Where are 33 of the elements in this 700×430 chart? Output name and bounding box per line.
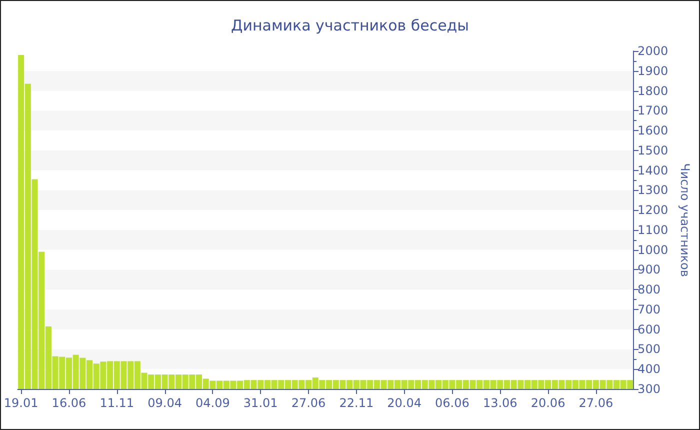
y-axis-title: Число участников [678,163,692,277]
y-tick-label: 1400 [638,163,668,178]
y-tick-label: 1200 [638,203,668,218]
y-tick-label: 2000 [638,44,668,58]
y-tick-label: 1900 [638,64,668,78]
y-tick-label: 300 [638,382,660,396]
y-tick-label: 400 [638,362,660,376]
x-tick-label: 27.06 [291,396,326,410]
y-tick-label: 1800 [638,84,668,98]
x-tick-label: 20.04 [387,396,422,410]
x-tick-label: 04.09 [196,396,230,410]
x-tick-label: 13.06 [482,396,518,410]
x-tick-label: 31.01 [243,396,278,410]
y-tick-label: 500 [638,342,660,356]
x-tick-label: 11.11 [100,396,134,410]
y-tick-label: 800 [638,282,660,297]
x-tick-label: 06.06 [435,396,470,410]
x-tick-label: 27.06 [578,396,614,410]
y-tick-label: 1600 [638,124,668,138]
x-tick-label: 22.11 [339,396,374,410]
y-tick-label: 1700 [638,104,668,118]
chart-title: Динамика участников беседы [230,16,470,34]
y-tick-label: 700 [638,302,660,316]
y-tick-label: 1100 [638,222,668,237]
x-tick-label: 09.04 [148,396,182,410]
y-tick-label: 1300 [638,183,668,198]
x-tick-label: 20.06 [530,396,566,410]
x-tick-label: 16.06 [52,396,86,410]
y-tick-label: 1500 [638,143,668,158]
y-tick-label: 600 [638,322,660,336]
y-tick-label: 1000 [638,242,668,257]
y-tick-label: 900 [638,262,660,277]
x-tick-label: 19.01 [4,396,38,410]
